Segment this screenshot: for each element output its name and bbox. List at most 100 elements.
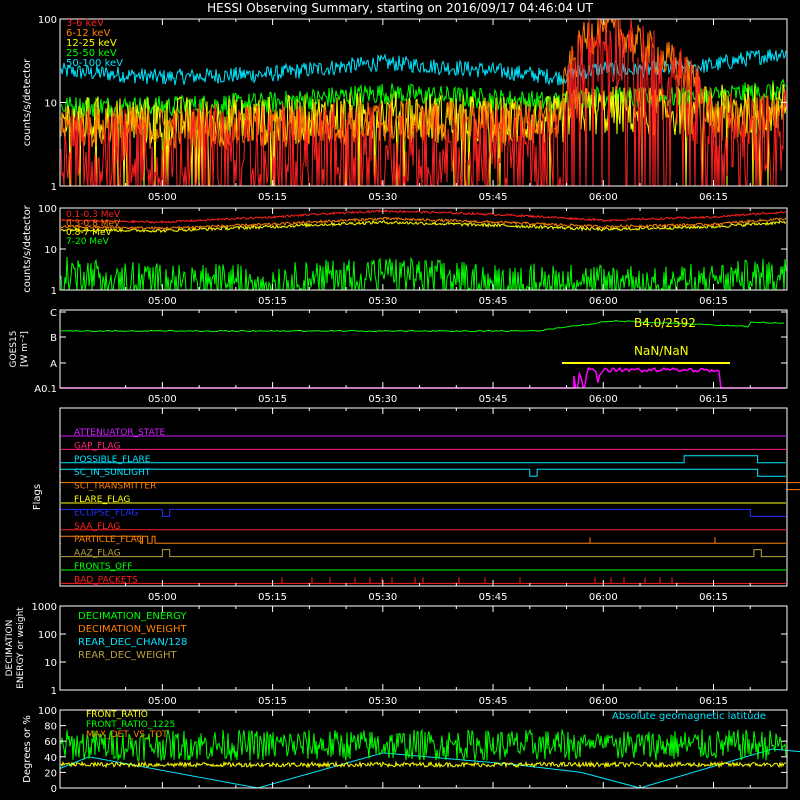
time-tick-label: 05:15	[258, 592, 287, 603]
y-tick-label: C	[50, 308, 57, 319]
flag-line	[61, 549, 786, 558]
panel-frame	[59, 605, 788, 691]
time-tick-label: 05:30	[368, 696, 397, 707]
legend-entry: REAR_DEC_CHAN/128	[78, 637, 187, 648]
flag-label: SC_IN_SUNLIGHT	[74, 468, 151, 478]
y-tick-label: 1000	[32, 602, 57, 613]
y-tick-label: 80	[44, 722, 57, 733]
panel-frame	[59, 309, 788, 389]
time-tick-label: 05:00	[148, 592, 177, 603]
time-tick-label: 05:45	[479, 394, 508, 405]
time-tick-label: 06:15	[699, 696, 728, 707]
series-line-1	[60, 216, 787, 231]
time-tick-label: 05:15	[258, 192, 287, 203]
y-axis-label: Flags	[32, 484, 43, 510]
goes-class-annotation: B4.0/2592	[634, 316, 696, 330]
time-tick-label: 06:15	[699, 296, 728, 307]
flag-label: POSSIBLE_FLARE	[74, 455, 151, 465]
flag-label: ATTENUATOR_STATE	[74, 428, 166, 438]
y-tick-label: 1	[51, 182, 57, 193]
time-tick-label: 05:45	[479, 192, 508, 203]
legend-entry: DECIMATION_WEIGHT	[78, 624, 187, 635]
time-tick-label: 06:00	[589, 394, 618, 405]
front-ratio-line	[60, 760, 787, 769]
series-line-3	[60, 78, 787, 119]
time-tick-label: 05:15	[258, 394, 287, 405]
series-line-4	[60, 48, 787, 87]
y-tick-label: 40	[44, 753, 57, 764]
legend-entry: FRONT_RATIO	[86, 710, 148, 720]
time-tick-label: 05:15	[258, 296, 287, 307]
goes-low-line	[61, 366, 786, 389]
y-tick-label: 100	[38, 630, 57, 641]
time-tick-label: 05:00	[148, 696, 177, 707]
time-tick-label: 06:00	[589, 296, 618, 307]
panel-frame	[59, 407, 788, 587]
time-tick-label: 06:00	[589, 592, 618, 603]
y-axis-label: DECIMATION	[5, 620, 15, 677]
legend-entry: 3-6 keV	[66, 18, 104, 29]
time-tick-label: 06:00	[589, 192, 618, 203]
legend-entry: 7-20 MeV	[66, 237, 110, 247]
flag-label: BAD_PACKETS	[74, 575, 138, 585]
y-axis-label: GOES15	[9, 331, 19, 368]
y-tick-label: A0.1	[34, 384, 57, 395]
legend-entry: 25-50 keV	[66, 48, 117, 59]
y-axis-label: counts/s/detector	[22, 58, 33, 146]
series-line-1	[60, 18, 787, 151]
legend-entry: DECIMATION_ENERGY	[78, 611, 187, 622]
panel-frame	[59, 709, 788, 789]
flag-line	[61, 455, 786, 464]
front-ratio-1225-line	[60, 728, 787, 762]
flag-line	[59, 508, 786, 517]
flag-label: SCI_TRANSMITTER	[74, 482, 156, 492]
time-tick-label: 05:00	[148, 192, 177, 203]
flag-label: FRONTS_OFF	[74, 562, 132, 572]
geomagnetic-annotation: Absolute geomagnetic latitude	[612, 711, 766, 722]
time-tick-label: 05:45	[479, 696, 508, 707]
y-tick-label: 10	[44, 99, 57, 110]
time-tick-label: 05:45	[479, 296, 508, 307]
time-tick-label: 05:30	[368, 192, 397, 203]
y-tick-label: 1	[51, 686, 57, 697]
flag-line	[59, 468, 786, 477]
time-tick-label: 05:00	[148, 394, 177, 405]
y-tick-label: 10	[44, 658, 57, 669]
series-line-2	[60, 219, 787, 234]
goes-high-line	[60, 319, 785, 333]
legend-entry: 12-25 keV	[66, 38, 117, 49]
series-line-0	[60, 208, 787, 225]
time-tick-label: 05:00	[148, 296, 177, 307]
y-tick-label: 1	[51, 286, 57, 297]
flag-label: PARTICLE_FLAG	[74, 535, 144, 545]
frames-layer	[59, 18, 788, 789]
legend-entry: FRONT_RATIO_1225	[86, 720, 175, 730]
y-tick-label: 60	[44, 737, 57, 748]
time-tick-label: 06:15	[699, 592, 728, 603]
time-tick-label: 06:15	[699, 394, 728, 405]
y-axis-label: counts/s/detector	[22, 204, 33, 292]
legend-entry: REAR_DEC_WEIGHT	[78, 650, 177, 661]
y-tick-label: 20	[44, 768, 57, 779]
y-tick-label: 100	[38, 204, 57, 215]
y-axis-label: Degrees or %	[22, 715, 33, 783]
flag-label: FLARE_FLAG	[74, 495, 130, 505]
y-axis-label: ENERGY or weight	[16, 607, 26, 689]
series-line-3	[60, 256, 787, 292]
y-tick-label: A	[50, 359, 57, 370]
legend-entry: 6-12 keV	[66, 28, 110, 39]
legend-entry: 0.3-0.8 MeV	[66, 219, 121, 229]
time-tick-label: 05:15	[258, 696, 287, 707]
goes-class-annotation: NaN/NaN	[634, 344, 689, 358]
y-tick-label: 100	[38, 706, 57, 717]
legend-entry: 0.8-7 MeV	[66, 228, 112, 238]
flag-label: GAP_FLAG	[74, 441, 120, 451]
time-tick-label: 05:45	[479, 592, 508, 603]
flag-label: ECLIPSE_FLAG	[74, 508, 138, 518]
y-tick-label: 0	[51, 784, 57, 795]
flag-line	[59, 482, 800, 491]
legend-entry: MAX_DET_VS_TOT	[86, 730, 168, 740]
time-tick-label: 05:30	[368, 296, 397, 307]
